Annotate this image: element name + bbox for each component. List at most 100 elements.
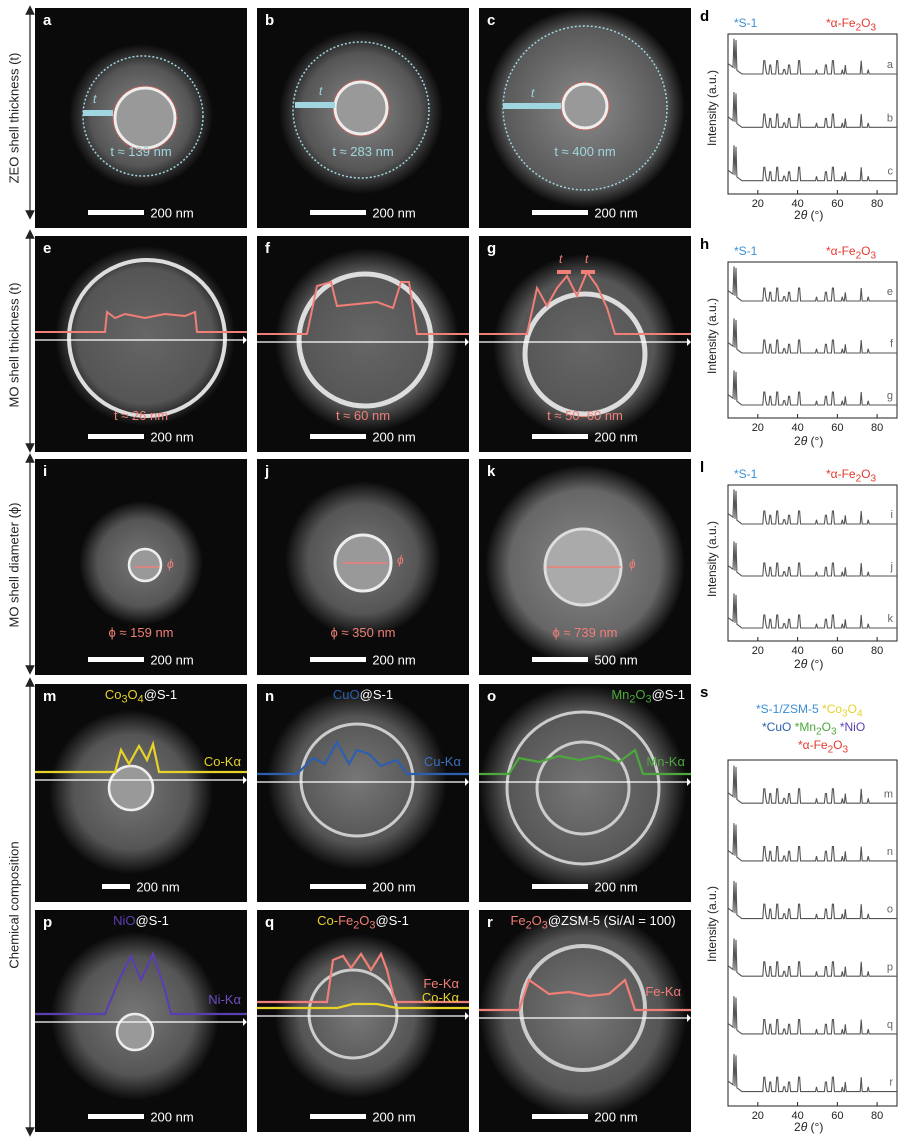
panel-p: p NiO@S-1 Ni-Kα 200 nm [35, 910, 247, 1132]
y-axis-label: Intensity (a.u.) [705, 885, 719, 963]
panel-title: CuO@S-1 [332, 687, 394, 702]
panel-label: p [43, 914, 53, 931]
t-symbol: t [585, 252, 589, 266]
line-label-fe: Fe-Kα [423, 976, 459, 991]
trace-label: r [889, 1077, 893, 1089]
xrd-trace-q [727, 996, 897, 1035]
x-tick-label: 60 [831, 422, 843, 434]
line-label: Ni-Kα [208, 992, 241, 1007]
measurement-label: t ≈ 60 nm [335, 408, 391, 423]
panel-f: f t ≈ 60 nm 200 nm [257, 236, 469, 452]
panel-b: b t t ≈ 283 nm 200 nm [257, 8, 469, 228]
panel-label: f [265, 240, 270, 257]
xrd-trace-p [727, 938, 897, 977]
legend-fe2o3: *α-Fe2O3 [826, 244, 877, 262]
xrd-trace-o [727, 880, 897, 920]
t-symbol: t [319, 84, 323, 98]
scale-bar: 200 nm [35, 651, 247, 669]
panel-title: Fe2O3@ZSM-5 (Si/Al = 100) [510, 913, 676, 932]
line-label: Co-Kα [203, 754, 241, 769]
panel-r: r Fe2O3@ZSM-5 (Si/Al = 100) Fe-Kα 200 nm [479, 910, 691, 1132]
phi-symbol: ϕ [167, 557, 174, 571]
panel-label: l [700, 459, 705, 476]
trace-label: m [884, 788, 893, 800]
xrd-plot-s: 20 40 60 80 m n o p q r [727, 759, 898, 1122]
measurement-label: ϕ ≈ 350 nm [330, 625, 396, 640]
xrd-plot-h: 20 40 60 80 e f g [727, 261, 898, 434]
scale-bar: 200 nm [35, 878, 247, 896]
x-tick-label: 20 [752, 198, 764, 210]
x-axis-label: 2θ (°) [794, 657, 824, 671]
measurement-label: t ≈ 400 nm [554, 144, 616, 159]
plot-frame [727, 484, 898, 642]
panel-n: n CuO@S-1 Cu-Kα 200 nm [257, 684, 469, 902]
panel-title: Co-Fe2O3@S-1 [317, 913, 409, 932]
trace-label: c [888, 166, 894, 178]
xrd-plot-l: 20 40 60 80 i j k [727, 484, 898, 657]
panel-title: NiO@S-1 [113, 913, 169, 928]
trace-label: g [887, 390, 893, 402]
scale-bar: 200 nm [35, 428, 247, 446]
xrd-trace-g [727, 370, 897, 406]
legend-fe2o3: *α-Fe2O3 [826, 467, 877, 485]
phi-symbol: ϕ [629, 557, 636, 571]
plot-frame [727, 759, 898, 1107]
xrd-plot-d: 20 40 60 80 a b c [727, 33, 898, 210]
panel-label: e [43, 240, 52, 257]
x-tick-label: 80 [871, 422, 883, 434]
xrd-trace-k [727, 593, 897, 629]
line-label: Fe-Kα [645, 984, 681, 999]
scale-bar: 200 nm [257, 428, 469, 446]
panel-label: o [487, 688, 497, 705]
scale-bar: 200 nm [35, 1108, 247, 1126]
panel-title: Mn2O3@S-1 [611, 687, 685, 706]
x-tick-label: 60 [831, 198, 843, 210]
y-axis-label: Intensity (a.u.) [705, 520, 719, 598]
x-tick-label: 20 [752, 1110, 764, 1122]
scale-bar: 200 nm [257, 204, 469, 222]
scale-bar: 200 nm [479, 1108, 691, 1126]
trace-label: o [887, 904, 893, 916]
xrd-trace-e [727, 266, 897, 302]
panel-label: q [265, 914, 275, 931]
x-tick-label: 40 [791, 1110, 803, 1122]
xrd-trace-b [727, 91, 897, 128]
scale-bar: 500 nm [479, 651, 691, 669]
measurement-label: t ≈ 50–60 nm [547, 408, 623, 423]
panel-label: b [265, 12, 275, 29]
y-axis-label: Intensity (a.u.) [705, 69, 719, 147]
trace-label: b [887, 112, 893, 124]
legend-line-1: *S-1/ZSM-5 *Co3O4 [756, 702, 863, 720]
xrd-trace-i [727, 489, 897, 525]
panel-g: g t t t ≈ 50–60 nm 200 nm [479, 236, 691, 452]
x-tick-label: 40 [791, 645, 803, 657]
xrd-trace-a [727, 38, 897, 75]
measurement-label: t ≈ 139 nm [110, 144, 172, 159]
panel-label: r [487, 914, 493, 931]
scale-bar: 200 nm [35, 204, 247, 222]
panel-q: q Co-Fe2O3@S-1 Fe-Kα Co-Kα 200 nm [257, 910, 469, 1132]
y-axis-label: Intensity (a.u.) [705, 297, 719, 375]
xrd-trace-f [727, 318, 897, 354]
x-tick-label: 40 [791, 198, 803, 210]
line-label: Mn-Kα [646, 754, 685, 769]
x-tick-label: 20 [752, 645, 764, 657]
legend-line-2: *CuO *Mn2O3 *NiO [762, 720, 866, 738]
x-tick-label: 60 [831, 1110, 843, 1122]
x-axis-label: 2θ (°) [794, 434, 824, 448]
scale-bar: 200 nm [257, 651, 469, 669]
trace-label: p [887, 961, 893, 973]
scale-bar: 200 nm [257, 878, 469, 896]
panel-label: c [487, 12, 496, 29]
measurement-label: t ≈ 283 nm [332, 144, 394, 159]
xrd-trace-m [727, 765, 897, 804]
scale-bar: 200 nm [479, 428, 691, 446]
panel-label: n [265, 688, 275, 705]
xrd-panel-d: d *S-1 *α-Fe2O3 20 40 60 80 a b c Intensity (a… [700, 8, 905, 228]
panel-m: m Co3O4@S-1 Co-Kα 200 nm [35, 684, 247, 902]
panel-label: s [700, 684, 709, 701]
panel-label: m [43, 688, 57, 705]
trace-label: i [891, 509, 893, 521]
line-label-co: Co-Kα [421, 990, 459, 1005]
row-arrows [25, 5, 35, 1137]
